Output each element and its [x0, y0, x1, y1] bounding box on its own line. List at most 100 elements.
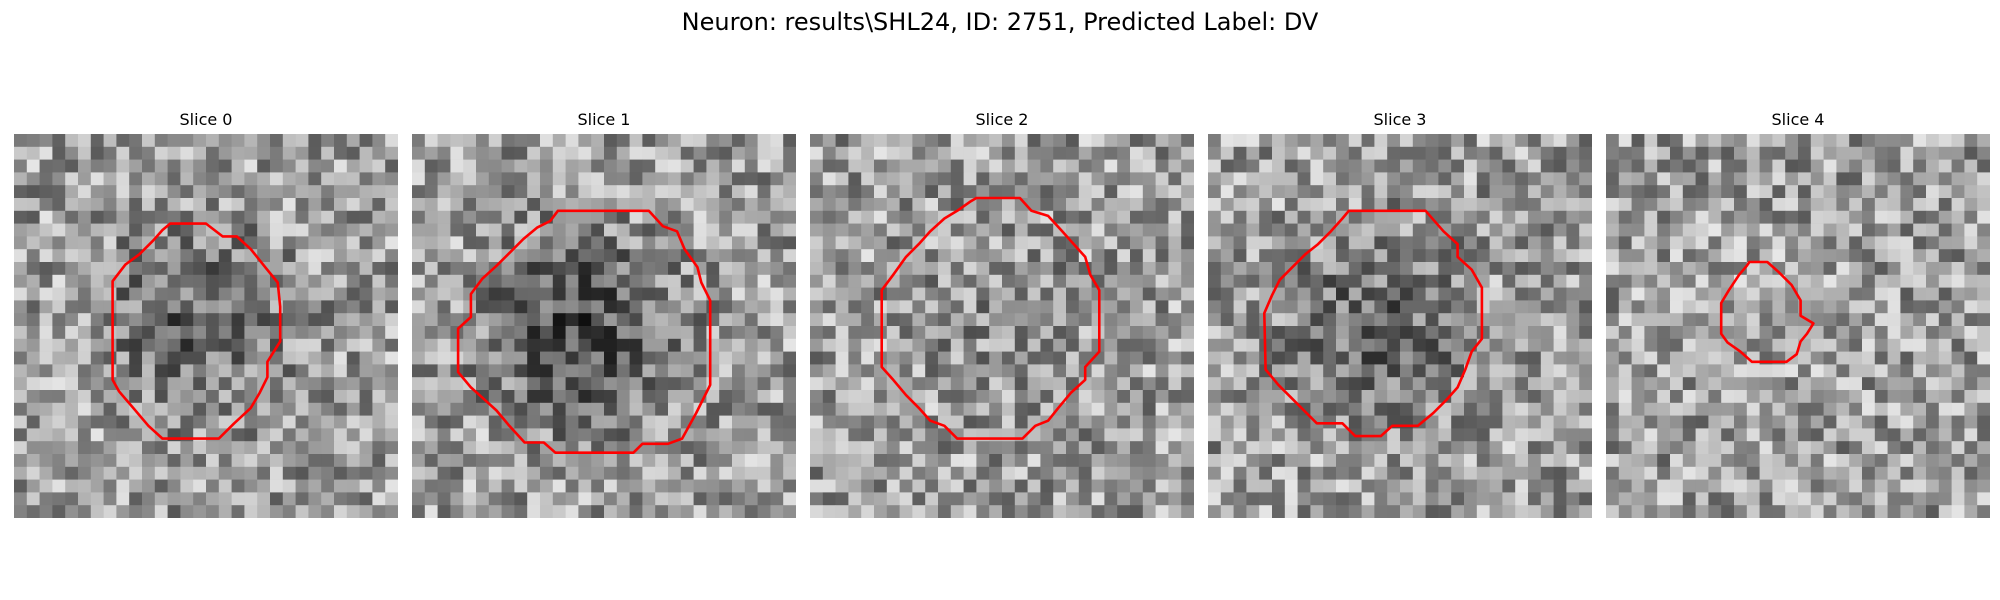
image-pixel: [26, 441, 40, 455]
image-pixel: [1142, 466, 1156, 480]
image-pixel: [1951, 338, 1965, 352]
image-pixel: [1695, 185, 1709, 199]
image-pixel: [1670, 390, 1684, 404]
image-pixel: [1823, 377, 1837, 391]
image-pixel: [1489, 428, 1503, 442]
image-pixel: [1297, 351, 1311, 365]
image-pixel: [1913, 428, 1927, 442]
image-pixel: [90, 364, 104, 378]
image-pixel: [822, 415, 836, 429]
image-pixel: [1708, 492, 1722, 506]
image-pixel: [1181, 466, 1194, 480]
image-pixel: [1951, 492, 1965, 506]
image-pixel: [1515, 134, 1529, 148]
image-pixel: [257, 249, 271, 263]
image-pixel: [1759, 454, 1773, 468]
image-pixel: [1489, 377, 1503, 391]
image-pixel: [540, 274, 554, 288]
image-pixel: [1836, 134, 1850, 148]
image-pixel: [412, 134, 426, 148]
image-pixel: [1798, 479, 1812, 493]
image-pixel: [1297, 454, 1311, 468]
image-pixel: [1336, 172, 1350, 186]
image-pixel: [757, 185, 771, 199]
image-pixel: [1618, 236, 1632, 250]
image-pixel: [1464, 313, 1478, 327]
image-pixel: [822, 198, 836, 212]
image-pixel: [1476, 505, 1490, 518]
image-pixel: [142, 172, 156, 186]
image-pixel: [1142, 505, 1156, 518]
image-pixel: [912, 223, 926, 237]
image-pixel: [565, 402, 579, 416]
image-pixel: [591, 262, 605, 276]
image-pixel: [463, 402, 477, 416]
image-pixel: [1618, 338, 1632, 352]
image-pixel: [1208, 198, 1222, 212]
image-pixel: [231, 466, 245, 480]
image-pixel: [308, 441, 322, 455]
image-pixel: [1053, 287, 1067, 301]
image-pixel: [244, 313, 258, 327]
image-pixel: [1964, 351, 1978, 365]
image-pixel: [1002, 262, 1016, 276]
image-pixel: [1874, 479, 1888, 493]
image-pixel: [1566, 377, 1580, 391]
image-pixel: [1708, 338, 1722, 352]
image-pixel: [1900, 249, 1914, 263]
image-pixel: [231, 249, 245, 263]
image-pixel: [463, 210, 477, 224]
image-pixel: [1168, 402, 1182, 416]
image-pixel: [90, 441, 104, 455]
image-pixel: [308, 466, 322, 480]
image-pixel: [629, 274, 643, 288]
image-pixel: [899, 300, 913, 314]
image-pixel: [193, 223, 207, 237]
image-pixel: [1361, 249, 1375, 263]
image-pixel: [39, 364, 53, 378]
image-pixel: [308, 390, 322, 404]
image-pixel: [1772, 198, 1786, 212]
image-pixel: [1553, 505, 1567, 518]
image-pixel: [1682, 236, 1696, 250]
image-pixel: [1181, 351, 1194, 365]
image-pixel: [744, 185, 758, 199]
image-pixel: [680, 402, 694, 416]
image-pixel: [1104, 159, 1118, 173]
image-pixel: [1130, 441, 1144, 455]
image-pixel: [976, 198, 990, 212]
image-pixel: [154, 492, 168, 506]
image-pixel: [565, 326, 579, 340]
image-pixel: [78, 172, 92, 186]
image-pixel: [1977, 505, 1990, 518]
image-pixel: [14, 351, 28, 365]
image-pixel: [1259, 377, 1273, 391]
image-pixel: [1117, 390, 1131, 404]
image-pixel: [1579, 338, 1592, 352]
image-pixel: [1862, 210, 1876, 224]
image-pixel: [1297, 364, 1311, 378]
image-pixel: [1425, 338, 1439, 352]
image-pixel: [925, 377, 939, 391]
image-pixel: [1566, 249, 1580, 263]
image-pixel: [65, 428, 79, 442]
image-pixel: [912, 466, 926, 480]
image-pixel: [1528, 492, 1542, 506]
image-pixel: [770, 466, 784, 480]
image-pixel: [1489, 326, 1503, 340]
image-pixel: [1631, 454, 1645, 468]
image-pixel: [1246, 262, 1260, 276]
image-pixel: [1348, 326, 1362, 340]
image-pixel: [1708, 185, 1722, 199]
image-pixel: [1579, 172, 1592, 186]
image-pixel: [642, 172, 656, 186]
image-pixel: [90, 390, 104, 404]
image-pixel: [1759, 198, 1773, 212]
image-pixel: [1168, 300, 1182, 314]
image-pixel: [372, 428, 386, 442]
image-pixel: [719, 338, 733, 352]
image-pixel: [1772, 338, 1786, 352]
image-pixel: [231, 377, 245, 391]
image-pixel: [1772, 377, 1786, 391]
image-pixel: [14, 300, 28, 314]
